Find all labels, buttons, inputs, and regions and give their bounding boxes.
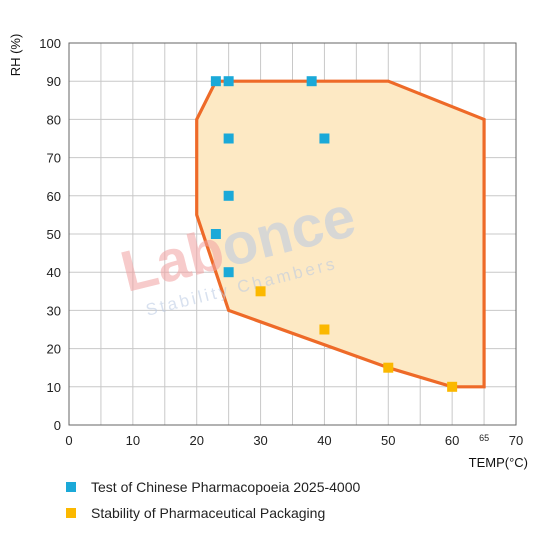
- marker-series-1: [319, 133, 330, 144]
- legend-swatch-packaging: [66, 508, 76, 518]
- plot-border: [68, 42, 517, 426]
- marker-series-1: [210, 229, 221, 239]
- marker-series-1: [306, 76, 317, 87]
- operating-range: [195, 79, 486, 389]
- x-tick-label: 40: [317, 433, 331, 448]
- legend-swatch-pharmacopoeia: [66, 482, 76, 492]
- marker-series-1: [223, 190, 234, 201]
- legend-label-packaging: Stability of Pharmaceutical Packaging: [91, 505, 326, 521]
- y-tick-label: 0: [54, 418, 61, 433]
- y-tick-label: 90: [47, 74, 61, 89]
- plot-frame: [68, 42, 517, 426]
- marker-series-2: [447, 381, 458, 392]
- y-tick-label: 30: [47, 303, 61, 318]
- y-tick-label: 80: [47, 112, 61, 127]
- range-polygon: [195, 79, 486, 389]
- marker-series-1: [223, 133, 234, 144]
- x-tick-label: 70: [509, 433, 523, 448]
- legend: Test of Chinese Pharmacopoeia 2025-4000 …: [66, 474, 360, 526]
- legend-label-pharmacopoeia: Test of Chinese Pharmacopoeia 2025-4000: [91, 479, 361, 495]
- x-tick-label: 20: [189, 433, 203, 448]
- y-tick-label: 100: [39, 36, 61, 51]
- y-tick-label: 20: [47, 342, 61, 357]
- marker-series-1: [210, 76, 221, 87]
- y-tick-label: 40: [47, 265, 61, 280]
- markers: [210, 76, 458, 392]
- legend-item-pharmacopoeia: Test of Chinese Pharmacopoeia 2025-4000: [66, 474, 360, 500]
- x-tick-label: 0: [65, 433, 72, 448]
- x-axis-title: TEMP(°C): [469, 455, 528, 470]
- x-tick-label: 30: [253, 433, 267, 448]
- x-tick-label: 60: [445, 433, 459, 448]
- y-tick-label: 60: [47, 189, 61, 204]
- y-tick-label: 10: [47, 380, 61, 395]
- legend-item-packaging: Stability of Pharmaceutical Packaging: [66, 500, 360, 526]
- marker-series-2: [255, 286, 266, 297]
- y-axis-title: RH (%): [8, 34, 23, 77]
- x-tick-label: 65: [479, 433, 489, 443]
- marker-series-1: [223, 76, 234, 87]
- x-tick-label: 50: [381, 433, 395, 448]
- y-tick-label: 50: [47, 227, 61, 242]
- y-axis-ticks: 0 10 20 30 40 50 60 70 80 90 100: [39, 36, 61, 433]
- x-axis-ticks: 0 10 20 30 40 50 60 65 70: [65, 433, 523, 448]
- marker-series-2: [319, 324, 330, 335]
- marker-series-1: [223, 267, 234, 278]
- y-tick-label: 70: [47, 151, 61, 166]
- x-tick-label: 10: [126, 433, 140, 448]
- marker-series-2: [383, 362, 394, 373]
